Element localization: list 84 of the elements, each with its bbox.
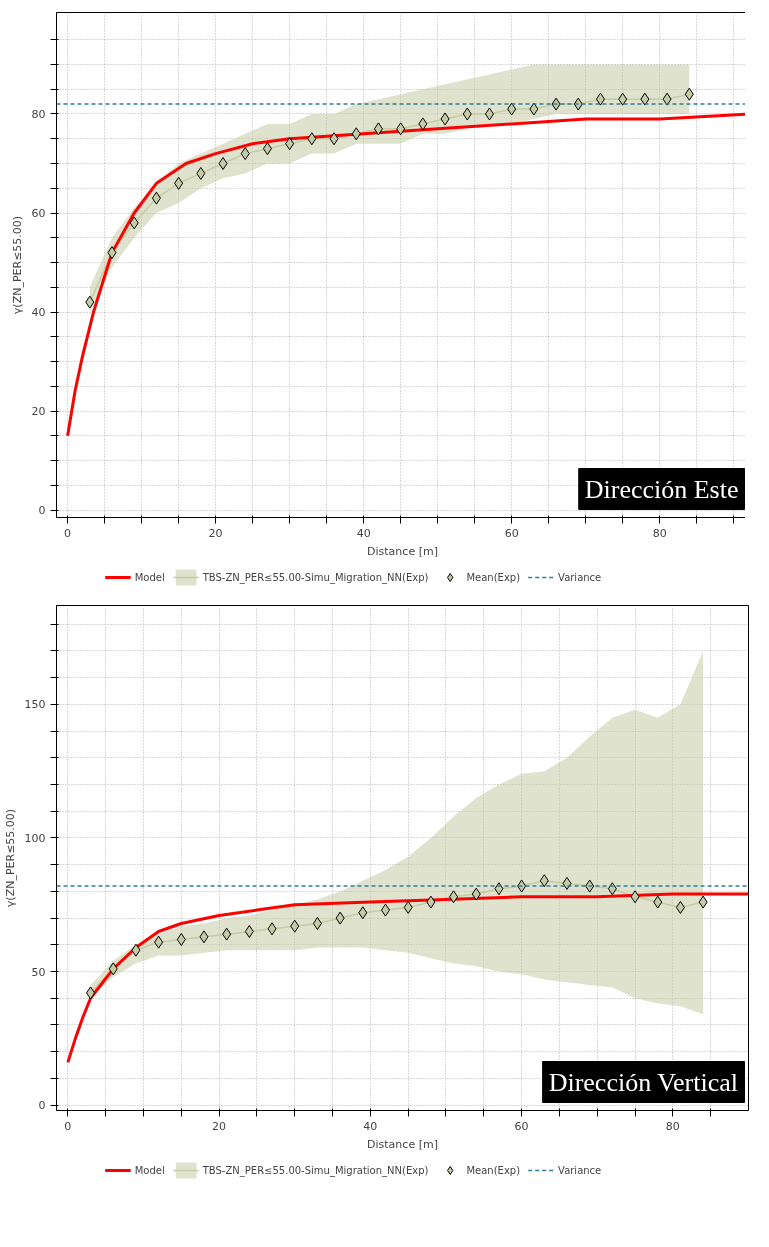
- x-axis-title: Distance [m]: [367, 544, 438, 558]
- y-tick-label: 20: [31, 405, 46, 419]
- point: [396, 122, 406, 136]
- point: [562, 876, 572, 890]
- x-tick-label: 80: [652, 526, 667, 540]
- legend-label: Model: [134, 1164, 165, 1176]
- x-tick-label: 20: [208, 526, 223, 540]
- point: [630, 890, 640, 904]
- legend-label: TBS-ZN_PER≤55.00-Simu_Migration_NN(Exp): [202, 571, 429, 583]
- point: [484, 107, 494, 121]
- point: [85, 295, 95, 309]
- point: [426, 895, 436, 909]
- point: [244, 924, 254, 938]
- point: [218, 157, 228, 170]
- point: [154, 935, 164, 949]
- legend-label: Variance: [558, 571, 602, 583]
- point: [108, 962, 118, 976]
- point: [618, 92, 628, 106]
- legend-label: Variance: [558, 1164, 602, 1176]
- annotation: Dirección Vertical: [548, 1067, 739, 1097]
- point: [329, 132, 339, 146]
- legend-label: TBS-ZN_PER≤55.00-Simu_Migration_NN(Exp): [202, 1164, 429, 1176]
- point: [351, 127, 361, 141]
- x-tick-label: 60: [504, 526, 519, 540]
- point: [684, 87, 694, 101]
- point: [471, 887, 481, 901]
- point: [675, 900, 685, 914]
- legend-label: Mean(Exp): [466, 1164, 521, 1176]
- point: [640, 92, 650, 106]
- point: [335, 911, 345, 925]
- y-tick-label: 80: [31, 108, 46, 121]
- point: [358, 906, 368, 920]
- x-tick-label: 40: [356, 526, 371, 540]
- legend-label: Model: [134, 571, 165, 583]
- point: [240, 147, 250, 161]
- point: [131, 943, 141, 957]
- point: [653, 895, 663, 909]
- point: [507, 102, 517, 116]
- x-tick-label: 0: [64, 526, 72, 540]
- point: [462, 107, 472, 121]
- y-tick-label: 60: [31, 207, 46, 221]
- y-tick-label: 50: [31, 965, 46, 979]
- point: [174, 176, 184, 190]
- point: [449, 890, 459, 904]
- x-tick-label: 40: [363, 1119, 378, 1133]
- y-tick-label: 0: [38, 504, 46, 518]
- point: [373, 122, 383, 136]
- point: [199, 930, 209, 944]
- x-tick-label: 80: [665, 1119, 680, 1133]
- point: [312, 916, 322, 930]
- x-tick-label: 20: [212, 1119, 227, 1133]
- point: [529, 102, 539, 116]
- y-axis-title: γ(ZN_PER≤55.00): [10, 215, 24, 315]
- point: [196, 166, 206, 180]
- point: [285, 137, 295, 151]
- point: [698, 895, 708, 909]
- point: [267, 922, 277, 936]
- annotation: Dirección Este: [584, 474, 739, 504]
- point: [86, 986, 96, 1000]
- point: [151, 191, 161, 205]
- y-tick-label: 0: [38, 1099, 46, 1113]
- x-tick-label: 0: [64, 1119, 72, 1133]
- legend-label: Mean(Exp): [466, 571, 521, 583]
- point: [380, 903, 390, 917]
- point: [107, 246, 117, 260]
- x-tick-label: 60: [514, 1119, 529, 1133]
- point: [290, 919, 300, 933]
- point: [403, 900, 413, 914]
- y-tick-label: 100: [24, 831, 46, 845]
- point: [262, 142, 272, 156]
- y-tick-label: 150: [24, 698, 46, 712]
- point: [418, 117, 428, 131]
- point: [222, 927, 232, 941]
- line-series: [66, 892, 749, 1064]
- y-tick-label: 40: [31, 306, 46, 320]
- point: [129, 216, 139, 230]
- point: [307, 132, 317, 146]
- point: [595, 92, 605, 106]
- point: [440, 112, 450, 126]
- x-axis-title: Distance [m]: [367, 1137, 438, 1151]
- y-axis-title: γ(ZN_PER≤55.00): [3, 808, 17, 908]
- point: [176, 932, 186, 946]
- point: [539, 874, 549, 888]
- point: [662, 92, 672, 106]
